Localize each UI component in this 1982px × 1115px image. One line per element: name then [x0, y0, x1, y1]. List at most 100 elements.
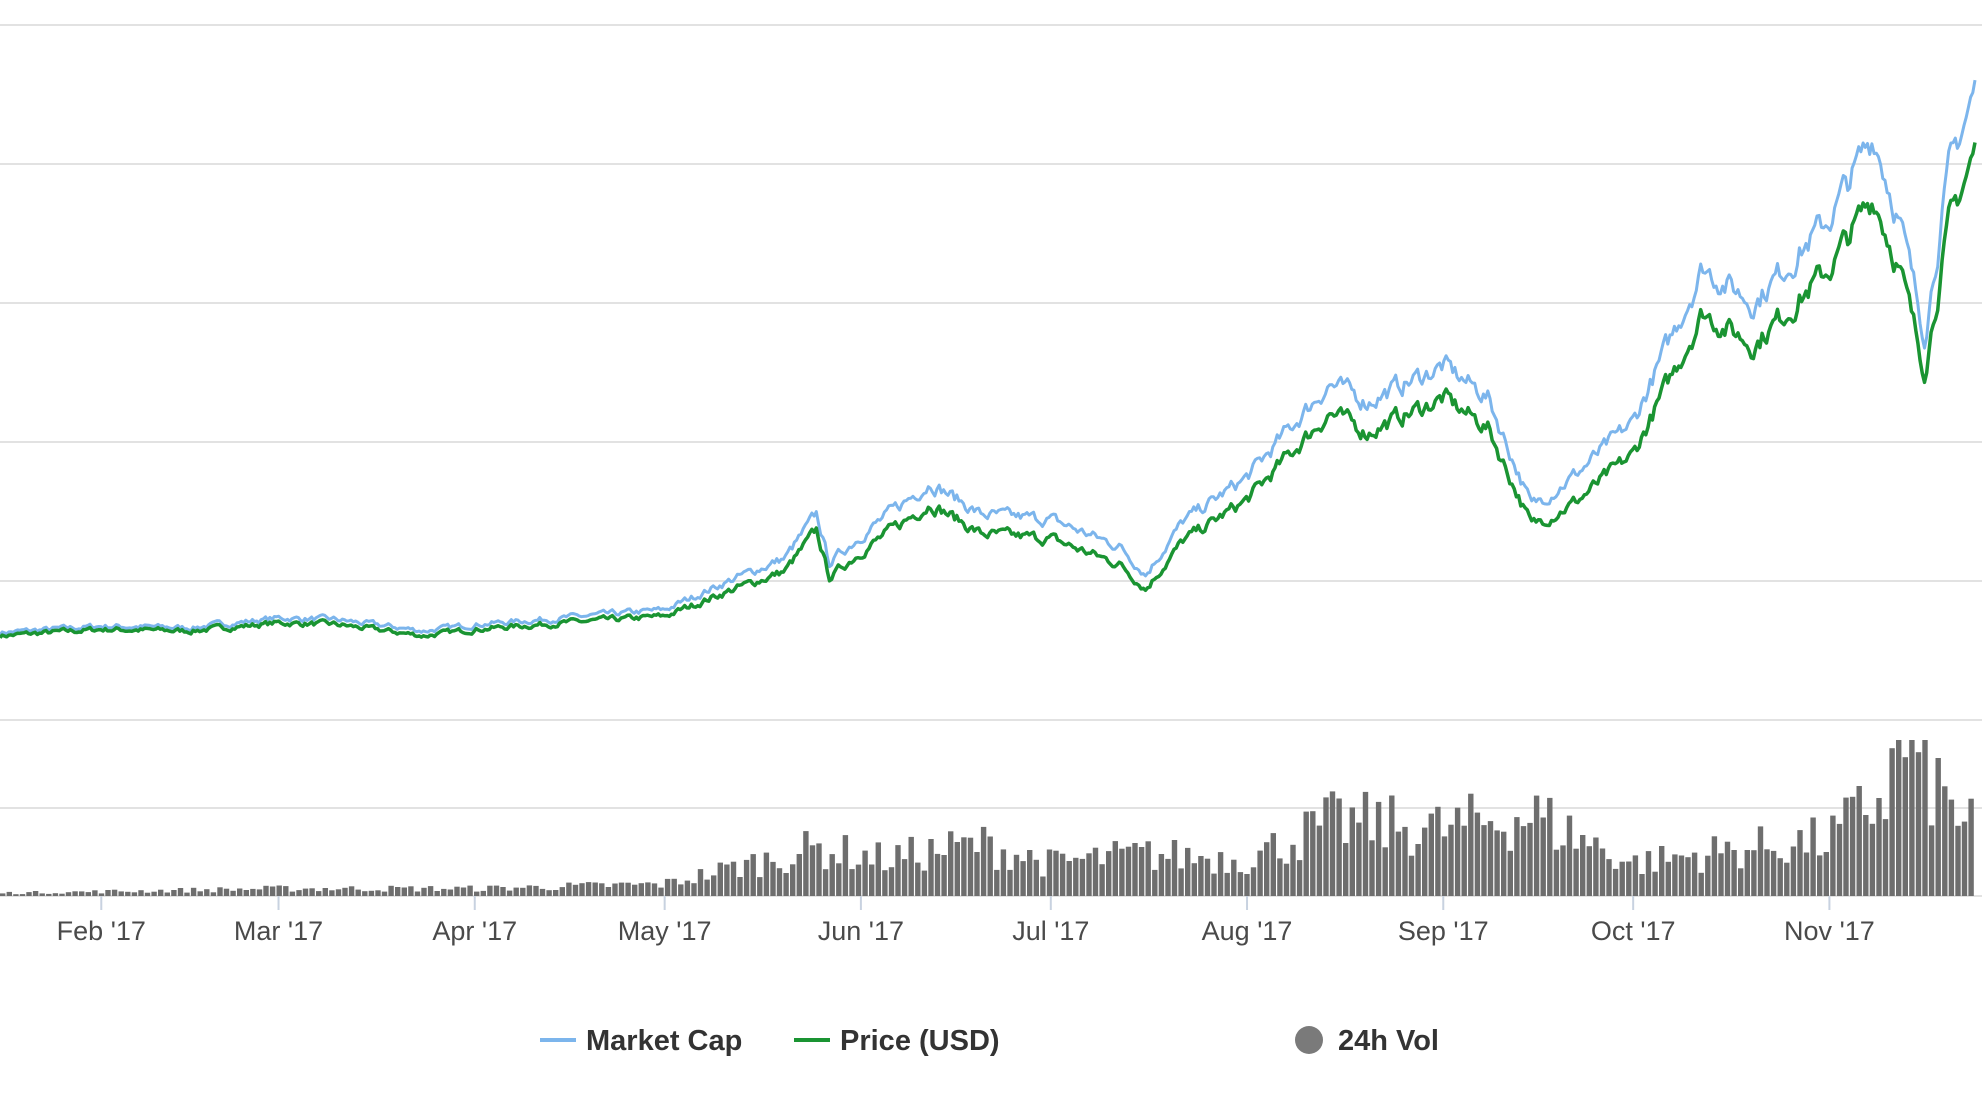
volume-bar	[1395, 831, 1402, 896]
volume-bar	[1560, 845, 1566, 896]
volume-bar	[1777, 858, 1783, 896]
volume-bar	[1593, 837, 1599, 896]
volume-bar	[1902, 757, 1908, 896]
volume-bar	[757, 877, 763, 896]
legend-price-label: Price (USD)	[840, 1025, 1000, 1057]
volume-bar	[1843, 797, 1849, 896]
volume-bar	[1323, 797, 1329, 896]
volume-bar	[632, 884, 638, 896]
volume-bar	[1685, 857, 1691, 896]
volume-bar	[39, 893, 45, 896]
volume-bar	[1448, 824, 1454, 896]
volume-bar	[1718, 853, 1724, 896]
volume-bar	[1849, 796, 1856, 896]
volume-bar	[678, 884, 684, 896]
volume-bar	[381, 891, 388, 896]
volume-bar	[256, 889, 263, 896]
volume-bar	[987, 836, 993, 896]
volume-bar	[454, 886, 460, 896]
volume-bar	[803, 831, 809, 896]
legend-item-price[interactable]: Price (USD)	[794, 1025, 1000, 1057]
volume-bar	[961, 837, 967, 896]
volume-bar	[664, 878, 671, 896]
volume-bar	[72, 891, 78, 896]
volume-bar	[822, 869, 829, 896]
volume-bar	[915, 862, 921, 896]
volume-bar	[171, 890, 177, 896]
volume-bar	[144, 892, 151, 896]
volume-bar	[1408, 855, 1415, 896]
volume-bar	[1961, 821, 1968, 896]
volume-bar	[1751, 850, 1757, 896]
volume-bar	[1948, 799, 1955, 896]
volume-bar	[1402, 826, 1408, 896]
volume-bar	[1494, 830, 1500, 896]
volume-bar	[711, 875, 717, 896]
legend-item-volume[interactable]: 24h Vol	[1295, 1025, 1439, 1057]
volume-bar	[243, 890, 249, 896]
legend-item-market-cap[interactable]: Market Cap	[540, 1025, 742, 1057]
volume-bar	[875, 842, 881, 896]
volume-bar	[158, 889, 164, 896]
legend: Market Cap Price (USD) 24h Vol	[540, 1025, 1439, 1057]
volume-bar	[743, 859, 750, 896]
volume-bar	[1705, 855, 1711, 896]
volume-bar	[111, 889, 118, 896]
volume-bar	[1711, 836, 1718, 896]
volume-bar	[1487, 821, 1494, 896]
volume-bar	[763, 852, 770, 896]
volume-bar	[1691, 852, 1698, 896]
volume-bar	[921, 870, 928, 896]
volume-bar	[26, 892, 32, 896]
x-tick-label: Jun '17	[818, 916, 904, 946]
volume-bar	[934, 853, 941, 896]
volume-bar	[283, 886, 289, 896]
volume-bar	[836, 863, 842, 896]
volume-bar	[6, 891, 12, 896]
volume-bar	[1915, 752, 1922, 896]
volume-bar	[750, 854, 756, 896]
x-tick-label: Jul '17	[1012, 916, 1089, 946]
volume-bar	[316, 891, 322, 896]
volume-bar	[1329, 791, 1336, 896]
volume-bar	[1369, 840, 1375, 896]
volume-bar	[829, 854, 835, 896]
volume-bar	[1119, 848, 1125, 896]
volume-bar	[1343, 843, 1349, 896]
volume-bar	[612, 883, 618, 896]
volume-bar	[460, 887, 467, 896]
volume-bar	[1132, 843, 1138, 896]
volume-bar	[1283, 863, 1290, 896]
volume-bar	[1803, 852, 1810, 896]
volume-bar	[980, 826, 987, 896]
volume-bar	[546, 890, 552, 896]
volume-bar	[1086, 853, 1092, 896]
volume-bar	[1527, 822, 1533, 896]
volume-bar	[1040, 876, 1046, 896]
volume-bar	[1296, 860, 1303, 896]
volume-bar	[1540, 817, 1546, 896]
volume-bar	[1599, 848, 1606, 896]
volume-bar	[730, 861, 737, 896]
volume-bar	[1244, 874, 1250, 896]
volume-bar	[1810, 817, 1816, 896]
volume-bar	[1027, 850, 1033, 896]
volume-bar	[1474, 812, 1481, 896]
volume-bar	[1171, 840, 1178, 896]
volume-bar	[1836, 823, 1843, 896]
volume-bar	[13, 894, 19, 896]
volume-bar	[362, 891, 368, 896]
market-cap-line	[0, 79, 1977, 636]
volume-bar	[1659, 846, 1665, 896]
volume-bar	[1606, 859, 1612, 896]
volume-bar	[32, 891, 39, 896]
volume-bar	[250, 888, 256, 896]
volume-bar	[1738, 868, 1744, 896]
volume-bar	[1764, 849, 1770, 896]
volume-bar	[559, 887, 565, 896]
volume-bar	[223, 888, 230, 896]
volume-bar	[131, 892, 138, 896]
x-tick-label: Aug '17	[1202, 916, 1293, 946]
volume-bar	[1079, 858, 1086, 896]
